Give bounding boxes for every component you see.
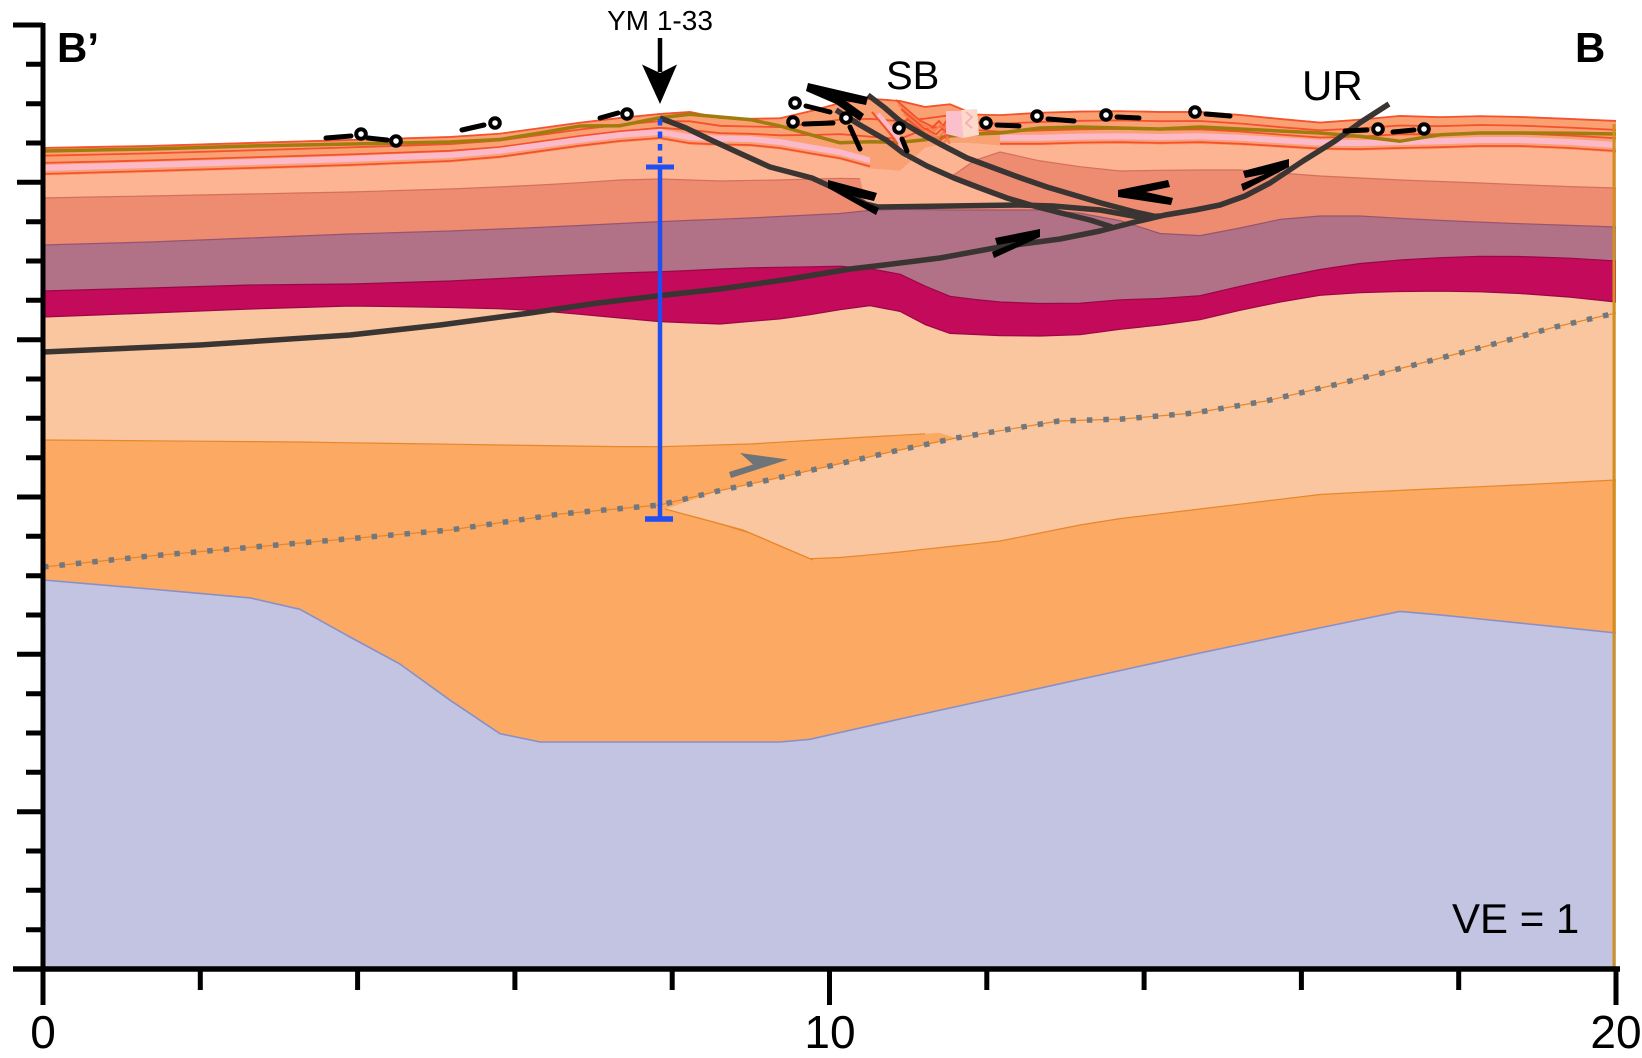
svg-text:20: 20 (1590, 1006, 1641, 1053)
svg-text:0: 0 (30, 1006, 56, 1053)
svg-text:VE = 1: VE = 1 (1452, 895, 1579, 942)
svg-text:B: B (1575, 24, 1605, 71)
svg-text:SB: SB (886, 54, 939, 98)
svg-text:YM 1-33: YM 1-33 (607, 5, 713, 36)
svg-text:UR: UR (1302, 62, 1363, 109)
svg-text:B’: B’ (57, 24, 99, 71)
svg-text:10: 10 (804, 1006, 855, 1053)
